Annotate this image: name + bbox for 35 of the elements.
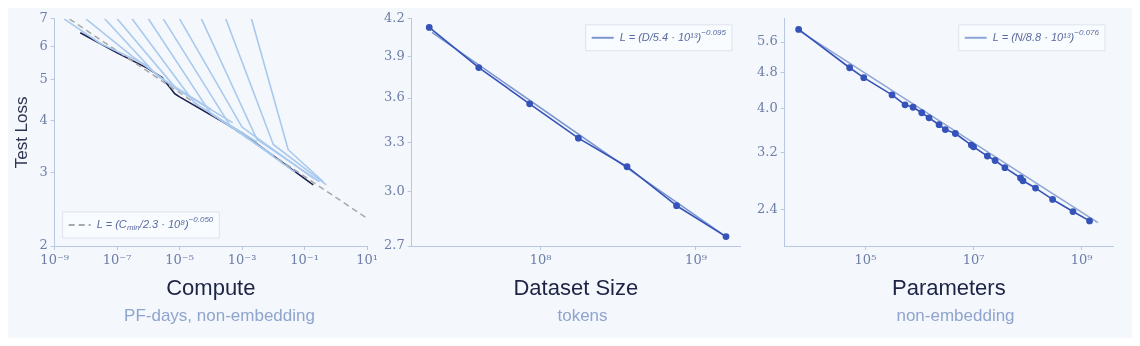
y-tick-label: 4 [39, 111, 48, 127]
x-axis-title: Compute [166, 274, 256, 300]
y-tick-label: 3.6 [383, 89, 405, 105]
x-tick-label: 10⁻⁵ [165, 252, 194, 268]
y-tick-label: 4.0 [756, 100, 778, 116]
y-tick-label: 3.3 [383, 134, 405, 150]
x-axis-title: Parameters [891, 274, 1006, 300]
text: tokens [556, 306, 609, 326]
y-tick-label: 4.8 [756, 64, 778, 80]
x-tick-label: 10⁻⁷ [102, 252, 132, 268]
y-tick-label: 4.2 [383, 10, 405, 26]
x-tick-label: 10⁹ [685, 252, 707, 268]
x-tick-label: 10⁵ [854, 252, 877, 268]
y-tick-label: 5.6 [756, 33, 778, 49]
y-tick-label: 2.4 [756, 201, 778, 217]
x-tick-label: 10⁻³ [227, 252, 257, 268]
x-axis-title: Dataset Size [513, 274, 639, 300]
y-tick-label: 5 [39, 71, 48, 87]
y-tick-label: 3.2 [756, 144, 778, 160]
y-tick-label: 7 [39, 10, 48, 26]
x-tick-label: 10⁷ [962, 252, 985, 268]
text: PF-days, non-embedding [123, 306, 316, 326]
x-tick-label: 10⁸ [529, 252, 552, 268]
y-tick-label: 2 [39, 237, 48, 253]
y-tick-label: 6 [39, 38, 48, 54]
x-tick-label: 10⁻¹ [290, 252, 319, 268]
y-tick-label: 3 [39, 163, 48, 179]
y-tick-label: 2.7 [383, 237, 405, 253]
text: non-embedding [895, 306, 1016, 326]
x-tick-label: 10⁹ [1070, 252, 1093, 268]
y-axis-title: Test Loss [11, 96, 31, 169]
y-tick-label: 3.9 [383, 48, 405, 64]
x-tick-label: 10⁻⁹ [40, 252, 69, 268]
x-tick-label: 10¹ [356, 252, 378, 268]
y-tick-label: 3.0 [383, 183, 405, 199]
